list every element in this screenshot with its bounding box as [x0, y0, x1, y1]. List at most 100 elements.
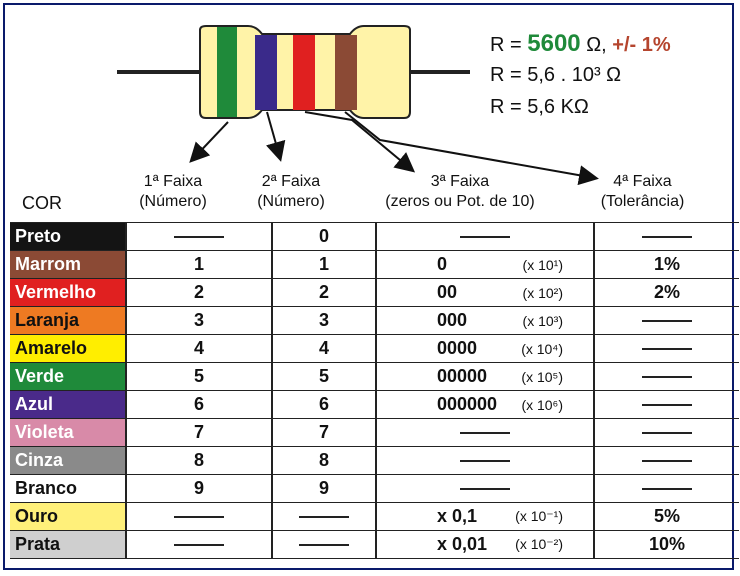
band2-digit: 0 — [318, 226, 329, 246]
multiplier-zeros: 00 — [437, 282, 458, 302]
empty-dash — [642, 432, 692, 435]
band4-cell — [593, 334, 739, 363]
multiplier-zeros: 0 — [437, 254, 448, 274]
color-name-cell: Azul — [10, 390, 126, 419]
color-name-cell: Amarelo — [10, 334, 126, 363]
band2-digit: 9 — [318, 478, 329, 498]
resistance-value: 5600 — [527, 30, 581, 57]
multiplier-zeros: x 0,01 — [437, 534, 488, 554]
formula-line-2: R = 5,6 . 10³ Ω — [490, 64, 622, 86]
empty-dash — [174, 236, 224, 239]
band2-cell: 6 — [271, 390, 376, 419]
band2-digit: 3 — [318, 310, 329, 330]
resistor-band-1 — [217, 27, 237, 117]
band3-cell — [375, 474, 594, 503]
band1-cell: 3 — [125, 306, 272, 335]
band1-cell: 9 — [125, 474, 272, 503]
empty-dash — [642, 404, 692, 407]
color-name: Ouro — [15, 506, 58, 526]
empty-dash — [642, 348, 692, 351]
band2-digit: 8 — [318, 450, 329, 470]
color-name: Prata — [15, 534, 61, 554]
header-band-3-sub: (zeros ou Pot. de 10) — [385, 193, 535, 210]
empty-dash — [460, 460, 510, 463]
band2-cell: 1 — [271, 250, 376, 279]
color-name: Amarelo — [15, 338, 88, 358]
band2-digit: 2 — [318, 282, 329, 302]
color-name-cell: Prata — [10, 530, 126, 559]
band3-cell: 0000 (x 10⁴) — [375, 334, 594, 363]
band3-cell: 000 (x 10³) — [375, 306, 594, 335]
color-name: Laranja — [15, 310, 80, 330]
resistor-illustration — [117, 25, 599, 186]
band3-cell — [375, 222, 594, 251]
band3-cell — [375, 446, 594, 475]
header-band-2: 2ª Faixa (Número) — [243, 172, 339, 212]
multiplier-wrap: x 0,1 (x 10⁻¹) — [377, 506, 593, 527]
multiplier-wrap: 00000 (x 10⁵) — [377, 366, 593, 387]
arrow-band-3 — [304, 111, 416, 173]
empty-dash — [642, 488, 692, 491]
arrow-band-1 — [189, 121, 229, 163]
band1-digit: 8 — [193, 450, 204, 470]
header-color: COR — [22, 193, 62, 213]
tolerance: 5% — [653, 506, 680, 526]
table-row: Preto 0 — [10, 222, 739, 251]
band1-cell — [125, 530, 272, 559]
multiplier-zeros: 000000 — [437, 394, 498, 414]
tolerance-value: +/- 1% — [612, 34, 671, 56]
header-band-4: 4ª Faixa (Tolerância) — [580, 172, 705, 212]
color-name-cell: Vermelho — [10, 278, 126, 307]
table-row: Azul 6 6 000000 (x 10⁶) — [10, 390, 739, 419]
color-name-cell: Preto — [10, 222, 126, 251]
table-row: Vermelho 2 2 00 (x 10²) 2% — [10, 278, 739, 307]
header-band-1-sub: (Número) — [139, 193, 207, 210]
band1-cell: 5 — [125, 362, 272, 391]
band2-cell: 5 — [271, 362, 376, 391]
formula-prefix: R = — [490, 34, 528, 56]
tolerance: 10% — [648, 534, 686, 554]
color-code-table: Preto 0 Marrom 1 1 0 (x 10¹) 1% Vermelho 2 2 00 (x 1… — [10, 222, 739, 559]
band4-cell — [593, 390, 739, 419]
tolerance: 2% — [653, 282, 680, 302]
band1-digit: 2 — [193, 282, 204, 302]
band3-cell: 0 (x 10¹) — [375, 250, 594, 279]
multiplier-wrap: 0 (x 10¹) — [377, 254, 593, 275]
band1-cell: 4 — [125, 334, 272, 363]
header-band-4-title: 4ª Faixa — [613, 173, 672, 190]
formula-line-1: R = 5600 Ω, +/- 1% — [490, 30, 671, 58]
table-row: Branco 9 9 — [10, 474, 739, 503]
band3-cell: 000000 (x 10⁶) — [375, 390, 594, 419]
band1-cell: 8 — [125, 446, 272, 475]
band1-cell: 1 — [125, 250, 272, 279]
arrow-band-4 — [344, 111, 599, 186]
band1-digit: 9 — [193, 478, 204, 498]
band2-digit: 5 — [318, 366, 329, 386]
band1-digit: 3 — [193, 310, 204, 330]
band4-cell — [593, 306, 739, 335]
empty-dash — [460, 488, 510, 491]
band1-cell — [125, 502, 272, 531]
color-name: Cinza — [15, 450, 64, 470]
table-row: Verde 5 5 00000 (x 10⁵) — [10, 362, 739, 391]
multiplier-zeros: 00000 — [437, 366, 488, 386]
multiplier-power: (x 10⁶) — [521, 396, 563, 413]
band1-digit: 1 — [193, 254, 204, 274]
multiplier-power: (x 10¹) — [522, 256, 563, 273]
color-name-cell: Laranja — [10, 306, 126, 335]
band2-cell: 2 — [271, 278, 376, 307]
multiplier-power: (x 10⁻²) — [515, 536, 563, 552]
color-name-cell: Verde — [10, 362, 126, 391]
band4-cell: 1% — [593, 250, 739, 279]
color-name-cell: Violeta — [10, 418, 126, 447]
table-row: Amarelo 4 4 0000 (x 10⁴) — [10, 334, 739, 363]
table-row: Prata x 0,01 (x 10⁻²) 10% — [10, 530, 739, 559]
resistor-band-3 — [293, 35, 315, 110]
empty-dash — [460, 236, 510, 239]
color-name-cell: Ouro — [10, 502, 126, 531]
band2-cell: 9 — [271, 474, 376, 503]
band4-cell — [593, 446, 739, 475]
band2-cell: 8 — [271, 446, 376, 475]
multiplier-power: (x 10⁵) — [521, 368, 563, 385]
table-row: Marrom 1 1 0 (x 10¹) 1% — [10, 250, 739, 279]
